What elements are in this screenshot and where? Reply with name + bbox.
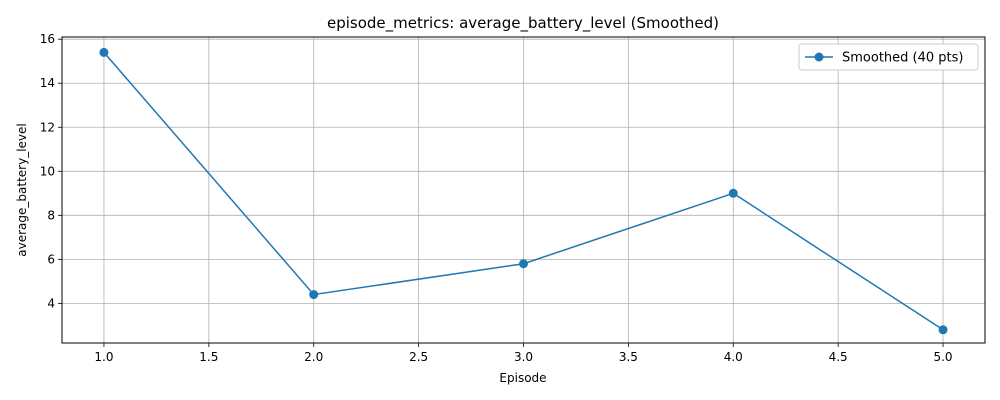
data-point — [519, 259, 528, 269]
x-tick-label: 2.0 — [304, 350, 323, 364]
y-tick-label: 16 — [40, 32, 55, 46]
y-axis-label: average_battery_level — [15, 123, 29, 256]
x-tick-label: 1.5 — [199, 350, 218, 364]
legend-box — [798, 43, 979, 71]
x-tick-label: 4.0 — [724, 350, 743, 364]
y-tick-label: 8 — [47, 208, 55, 222]
y-tick-label: 6 — [47, 252, 55, 266]
chart-title: episode_metrics: average_battery_level (… — [327, 14, 719, 33]
legend-marker-swatch — [814, 52, 824, 62]
x-tick-label: 3.5 — [619, 350, 638, 364]
x-axis-label: Episode — [499, 371, 546, 385]
y-tick-label: 10 — [40, 164, 55, 178]
data-point — [728, 188, 738, 198]
axis-ticks: 1.0 1.5 2.0 2.5 3.0 3.5 4.0 4.5 5.0 4 6 8 10 12 14 16 — [40, 32, 953, 364]
series-layer — [99, 47, 948, 335]
x-tick-label: 4.5 — [829, 350, 848, 364]
x-tick-label: 5.0 — [933, 350, 952, 364]
data-point — [99, 47, 109, 57]
data-point — [938, 325, 948, 335]
y-tick-label: 4 — [47, 296, 55, 310]
y-tick-label: 14 — [40, 76, 55, 90]
x-tick-label: 1.0 — [94, 350, 113, 364]
legend-entry-smoothed: Smoothed (40 pts) — [842, 51, 963, 66]
x-tick-label: 3.0 — [514, 350, 533, 364]
data-point — [309, 290, 319, 300]
legend: Smoothed (40 pts) — [798, 43, 979, 71]
y-tick-label: 12 — [40, 120, 55, 134]
x-tick-label: 2.5 — [409, 350, 428, 364]
